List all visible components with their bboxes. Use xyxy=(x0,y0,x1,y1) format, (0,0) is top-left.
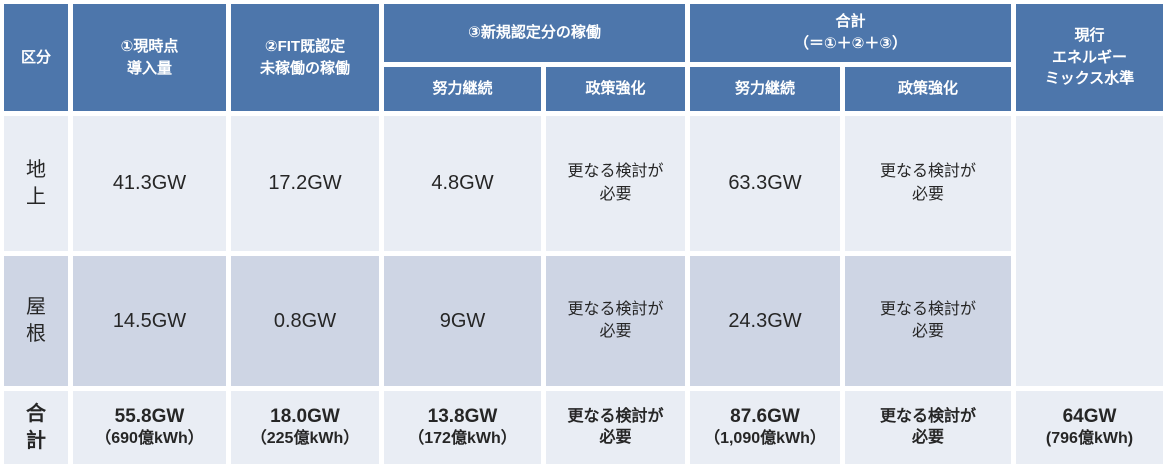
total-value: 64GW xyxy=(1062,405,1117,427)
table-cell: 4.8GW xyxy=(384,116,541,251)
row-label-total: 合 計 xyxy=(4,391,68,464)
header-energy-mix-level: 現行 エネルギー ミックス水準 xyxy=(1016,4,1163,111)
table-cell: 17.2GW xyxy=(231,116,379,251)
table-cell: 41.3GW xyxy=(73,116,226,251)
total-cell: 55.8GW （690億kWh） xyxy=(73,391,226,464)
header-group-new-certified: ③新規認定分の稼働 xyxy=(384,4,685,62)
table-cell: 24.3GW xyxy=(690,256,840,386)
table-cell: 更なる検討が 必要 xyxy=(845,116,1011,251)
total-cell: 18.0GW （225億kWh） xyxy=(231,391,379,464)
total-sub: （1,090億kWh） xyxy=(704,430,826,448)
total-cell: 13.8GW （172億kWh） xyxy=(384,391,541,464)
total-value: 55.8GW xyxy=(114,405,185,427)
total-value: 更なる検討が 必要 xyxy=(879,407,976,446)
total-cell: 更なる検討が 必要 xyxy=(546,391,685,464)
header-fit-certified-nonoperating: ②FIT既認定 未稼働の稼働 xyxy=(231,4,379,111)
row-label-roof: 屋 根 xyxy=(4,256,68,386)
total-cell: 87.6GW （1,090億kWh） xyxy=(690,391,840,464)
table-cell: 更なる検討が 必要 xyxy=(546,116,685,251)
total-sub: （172億kWh） xyxy=(408,430,517,448)
total-value: 13.8GW xyxy=(427,405,498,427)
energy-mix-merged-cell xyxy=(1016,116,1163,386)
total-sub: (796億kWh) xyxy=(1045,430,1134,448)
total-sub: （690億kWh） xyxy=(95,430,204,448)
table-cell: 更なる検討が 必要 xyxy=(546,256,685,386)
subheader-effort-continue-2: 努力継続 xyxy=(690,67,840,111)
header-category: 区分 xyxy=(4,4,68,111)
header-current-introduced: ①現時点 導入量 xyxy=(73,4,226,111)
header-group-total: 合計 （＝①＋②＋③） xyxy=(690,4,1011,62)
subheader-policy-strengthen-1: 政策強化 xyxy=(546,67,685,111)
total-value: 18.0GW xyxy=(270,405,340,427)
table-cell: 更なる検討が 必要 xyxy=(845,256,1011,386)
row-label-ground: 地 上 xyxy=(4,116,68,251)
total-sub: （225億kWh） xyxy=(250,430,360,448)
total-cell-energy-mix: 64GW (796億kWh) xyxy=(1016,391,1163,464)
subheader-effort-continue-1: 努力継続 xyxy=(384,67,541,111)
total-cell: 更なる検討が 必要 xyxy=(845,391,1011,464)
total-value: 87.6GW xyxy=(730,405,800,427)
table-cell: 14.5GW xyxy=(73,256,226,386)
table-cell: 0.8GW xyxy=(231,256,379,386)
subheader-policy-strengthen-2: 政策強化 xyxy=(845,67,1011,111)
table-cell: 63.3GW xyxy=(690,116,840,251)
table-cell: 9GW xyxy=(384,256,541,386)
total-value: 更なる検討が 必要 xyxy=(567,407,664,446)
